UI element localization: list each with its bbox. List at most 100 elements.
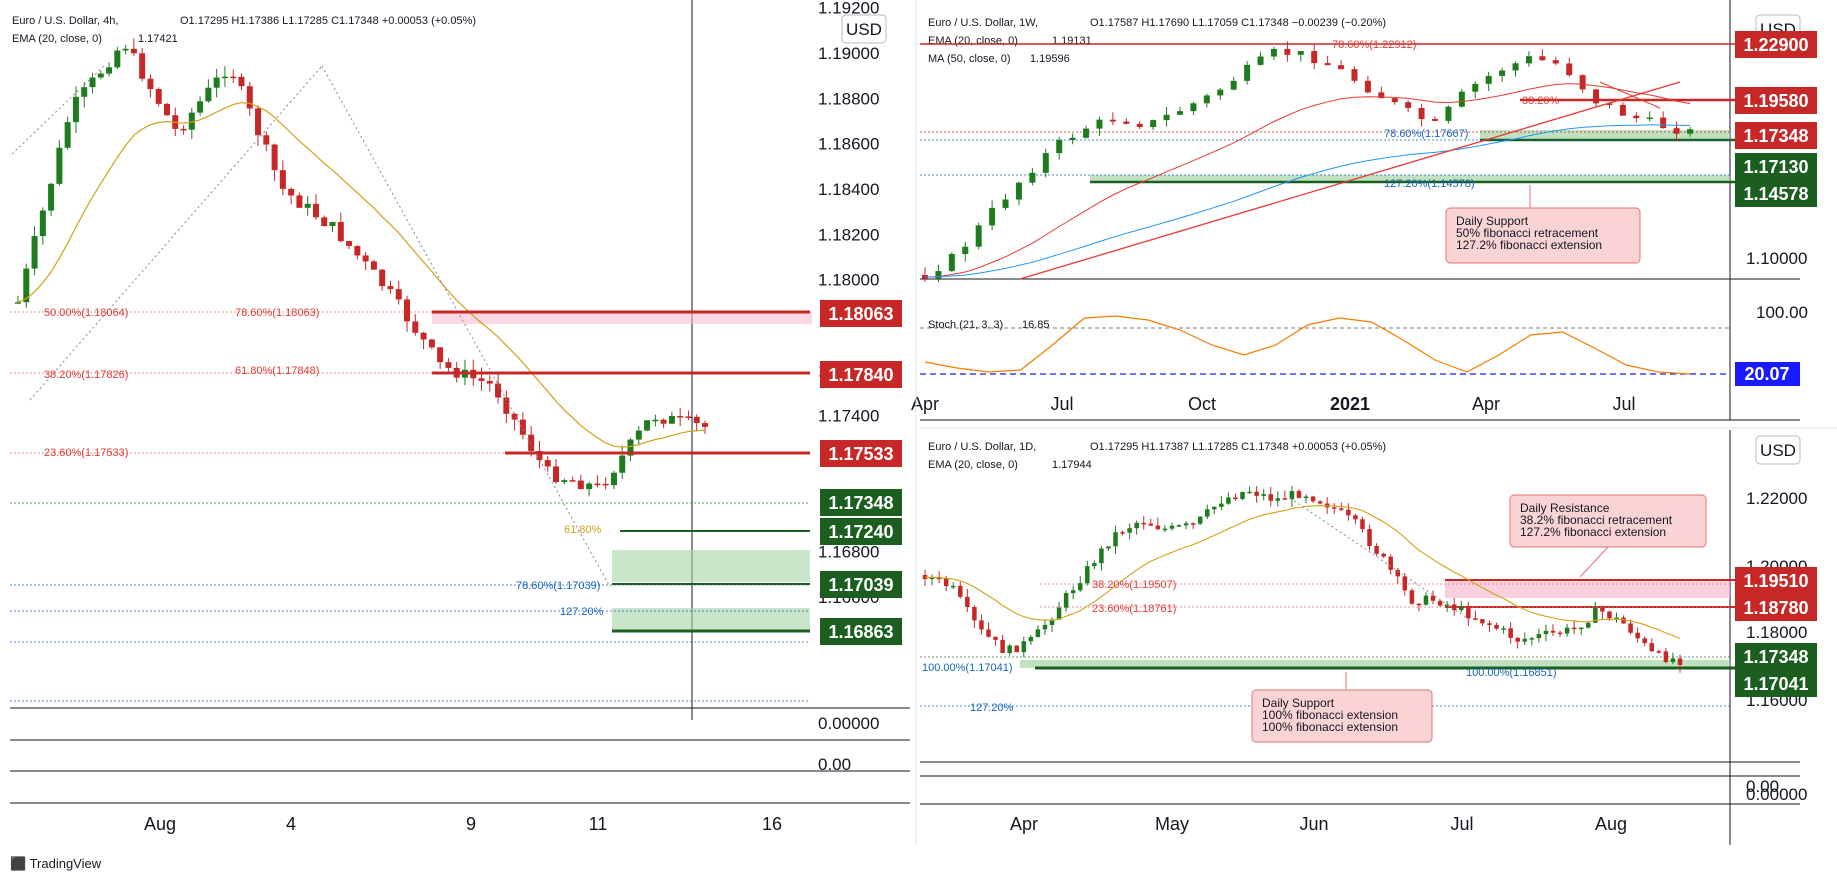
candle-1w-body [1499,70,1506,76]
candle-1w-body [1096,119,1103,129]
x-tick-1d: Jul [1450,814,1473,834]
fib-label-1d: 127.20% [970,702,1014,714]
candle-4h-body [528,434,535,451]
x-tick-1w: Jul [1612,394,1635,414]
candle-1w-body [1069,137,1076,141]
candle-4h-body [511,413,518,420]
note-text-sup-1d: 100% fibonacci extension [1262,720,1398,734]
candle-4h-body [354,245,361,256]
candle-1w-body [1472,83,1479,92]
candle-4h-body [304,203,311,208]
candle-4h-body [130,48,137,54]
candle-1w-body [1445,106,1452,121]
candle-1d-body [1515,637,1520,642]
candle-1w-body [1297,51,1304,55]
price-label-4h: 1.17840 [828,365,893,385]
candle-1w-body [1606,103,1613,105]
candle-1d-body [1367,529,1372,547]
fib-label-4h: 127.20% [560,606,604,618]
price-label-1d: 1.17348 [1743,647,1808,667]
candle-4h-body [635,430,642,440]
candle-4h-body [395,289,402,300]
candle-1d-body [1219,503,1224,507]
candle-4h-body [122,48,129,51]
candle-1w-body [1432,119,1438,121]
candle-1d-body [1028,637,1034,642]
candle-1d-body [1007,645,1012,654]
candle-4h-body [420,332,427,340]
candle-4h-body [48,183,55,211]
candle-4h-body [180,128,187,131]
candle-4h-body [693,416,700,424]
candle-4h-body [619,455,626,473]
candle-1d-body [929,577,935,580]
candle-4h-body [553,466,560,483]
candle-4h-body [64,122,71,148]
candle-1w-body [1029,172,1036,183]
candle-4h-body [685,416,692,418]
stoch-level-label: 20.07 [1744,364,1789,384]
candle-4h-body [296,195,303,208]
trend-line-1w [1599,81,1661,109]
candle-1d-body [1303,496,1309,499]
candle-1w-body [1687,129,1693,134]
candle-1d-body [1614,617,1619,620]
candle-1d-body [950,585,956,588]
y-tick-4h: 1.18600 [818,135,879,154]
brand-icon: ⬛ [10,856,27,871]
candle-1d-body [1233,497,1238,499]
fib-label-4h: 38.20%(1.17826) [44,369,128,381]
brand-name: TradingView [29,856,102,871]
candle-1d-body [943,578,949,587]
candle-4h-body [519,419,526,435]
ema-value-4h: 1.17421 [138,33,178,45]
candle-1w-body [1378,92,1385,99]
candle-1d-body [1296,491,1302,498]
candle-1w-body [1056,140,1063,154]
candle-4h-body [312,203,319,218]
ma-label-1w: MA (50, close, 0) [928,53,1011,65]
price-label-4h: 1.17533 [828,444,893,464]
candle-1d-body [1063,593,1069,608]
candle-1w-body [1042,153,1049,173]
candle-1w-body [948,254,955,272]
candle-1d-body [1092,563,1097,567]
candle-1w-body [1338,65,1345,70]
candle-1d-body [1522,638,1528,642]
fib-label-1d: 100.00%(1.17041) [922,662,1013,674]
candle-4h-body [31,236,38,269]
y-tick-4h: 1.18800 [818,89,879,108]
fib-label-1w: 78.60%(1.17667) [1384,128,1468,140]
x-tick-4h: 4 [286,814,296,834]
candle-4h-body [205,87,212,102]
candle-1w-body [1418,107,1425,120]
candle-1d-body [1494,624,1499,629]
candle-1d-body [1162,528,1168,531]
x-tick-4h: 16 [762,814,782,834]
candle-1d-body [1593,607,1598,623]
candle-1d-body [1275,498,1281,501]
candle-1d-body [1649,643,1655,652]
fib-label-4h: 61.80% [564,524,602,536]
candle-1d-body [1183,523,1189,526]
x-tick-4h: 9 [466,814,476,834]
x-tick-1w: Apr [911,394,939,414]
candle-4h-body [610,472,617,486]
candle-4h-body [660,419,667,424]
currency-1d: USD [1760,441,1796,460]
candle-1d-body [1261,494,1266,496]
candle-4h-body [23,268,30,303]
note-text-res-1d: 38.2% fibonacci retracement [1520,513,1673,527]
candle-4h-body [213,77,220,88]
candle-1d-body [1113,532,1118,547]
ema-label-1d: EMA (20, close, 0) [928,459,1018,471]
candle-4h-body [577,480,584,490]
candle-1d-body [1656,651,1662,653]
candle-1w-body [1539,56,1546,61]
candle-1d-body [986,629,991,637]
candle-4h-body [486,380,493,384]
candle-1d-body [972,606,977,621]
x-tick-1d: May [1155,814,1189,834]
candle-1d-body [1190,523,1196,525]
candle-1d-body [1663,651,1669,662]
